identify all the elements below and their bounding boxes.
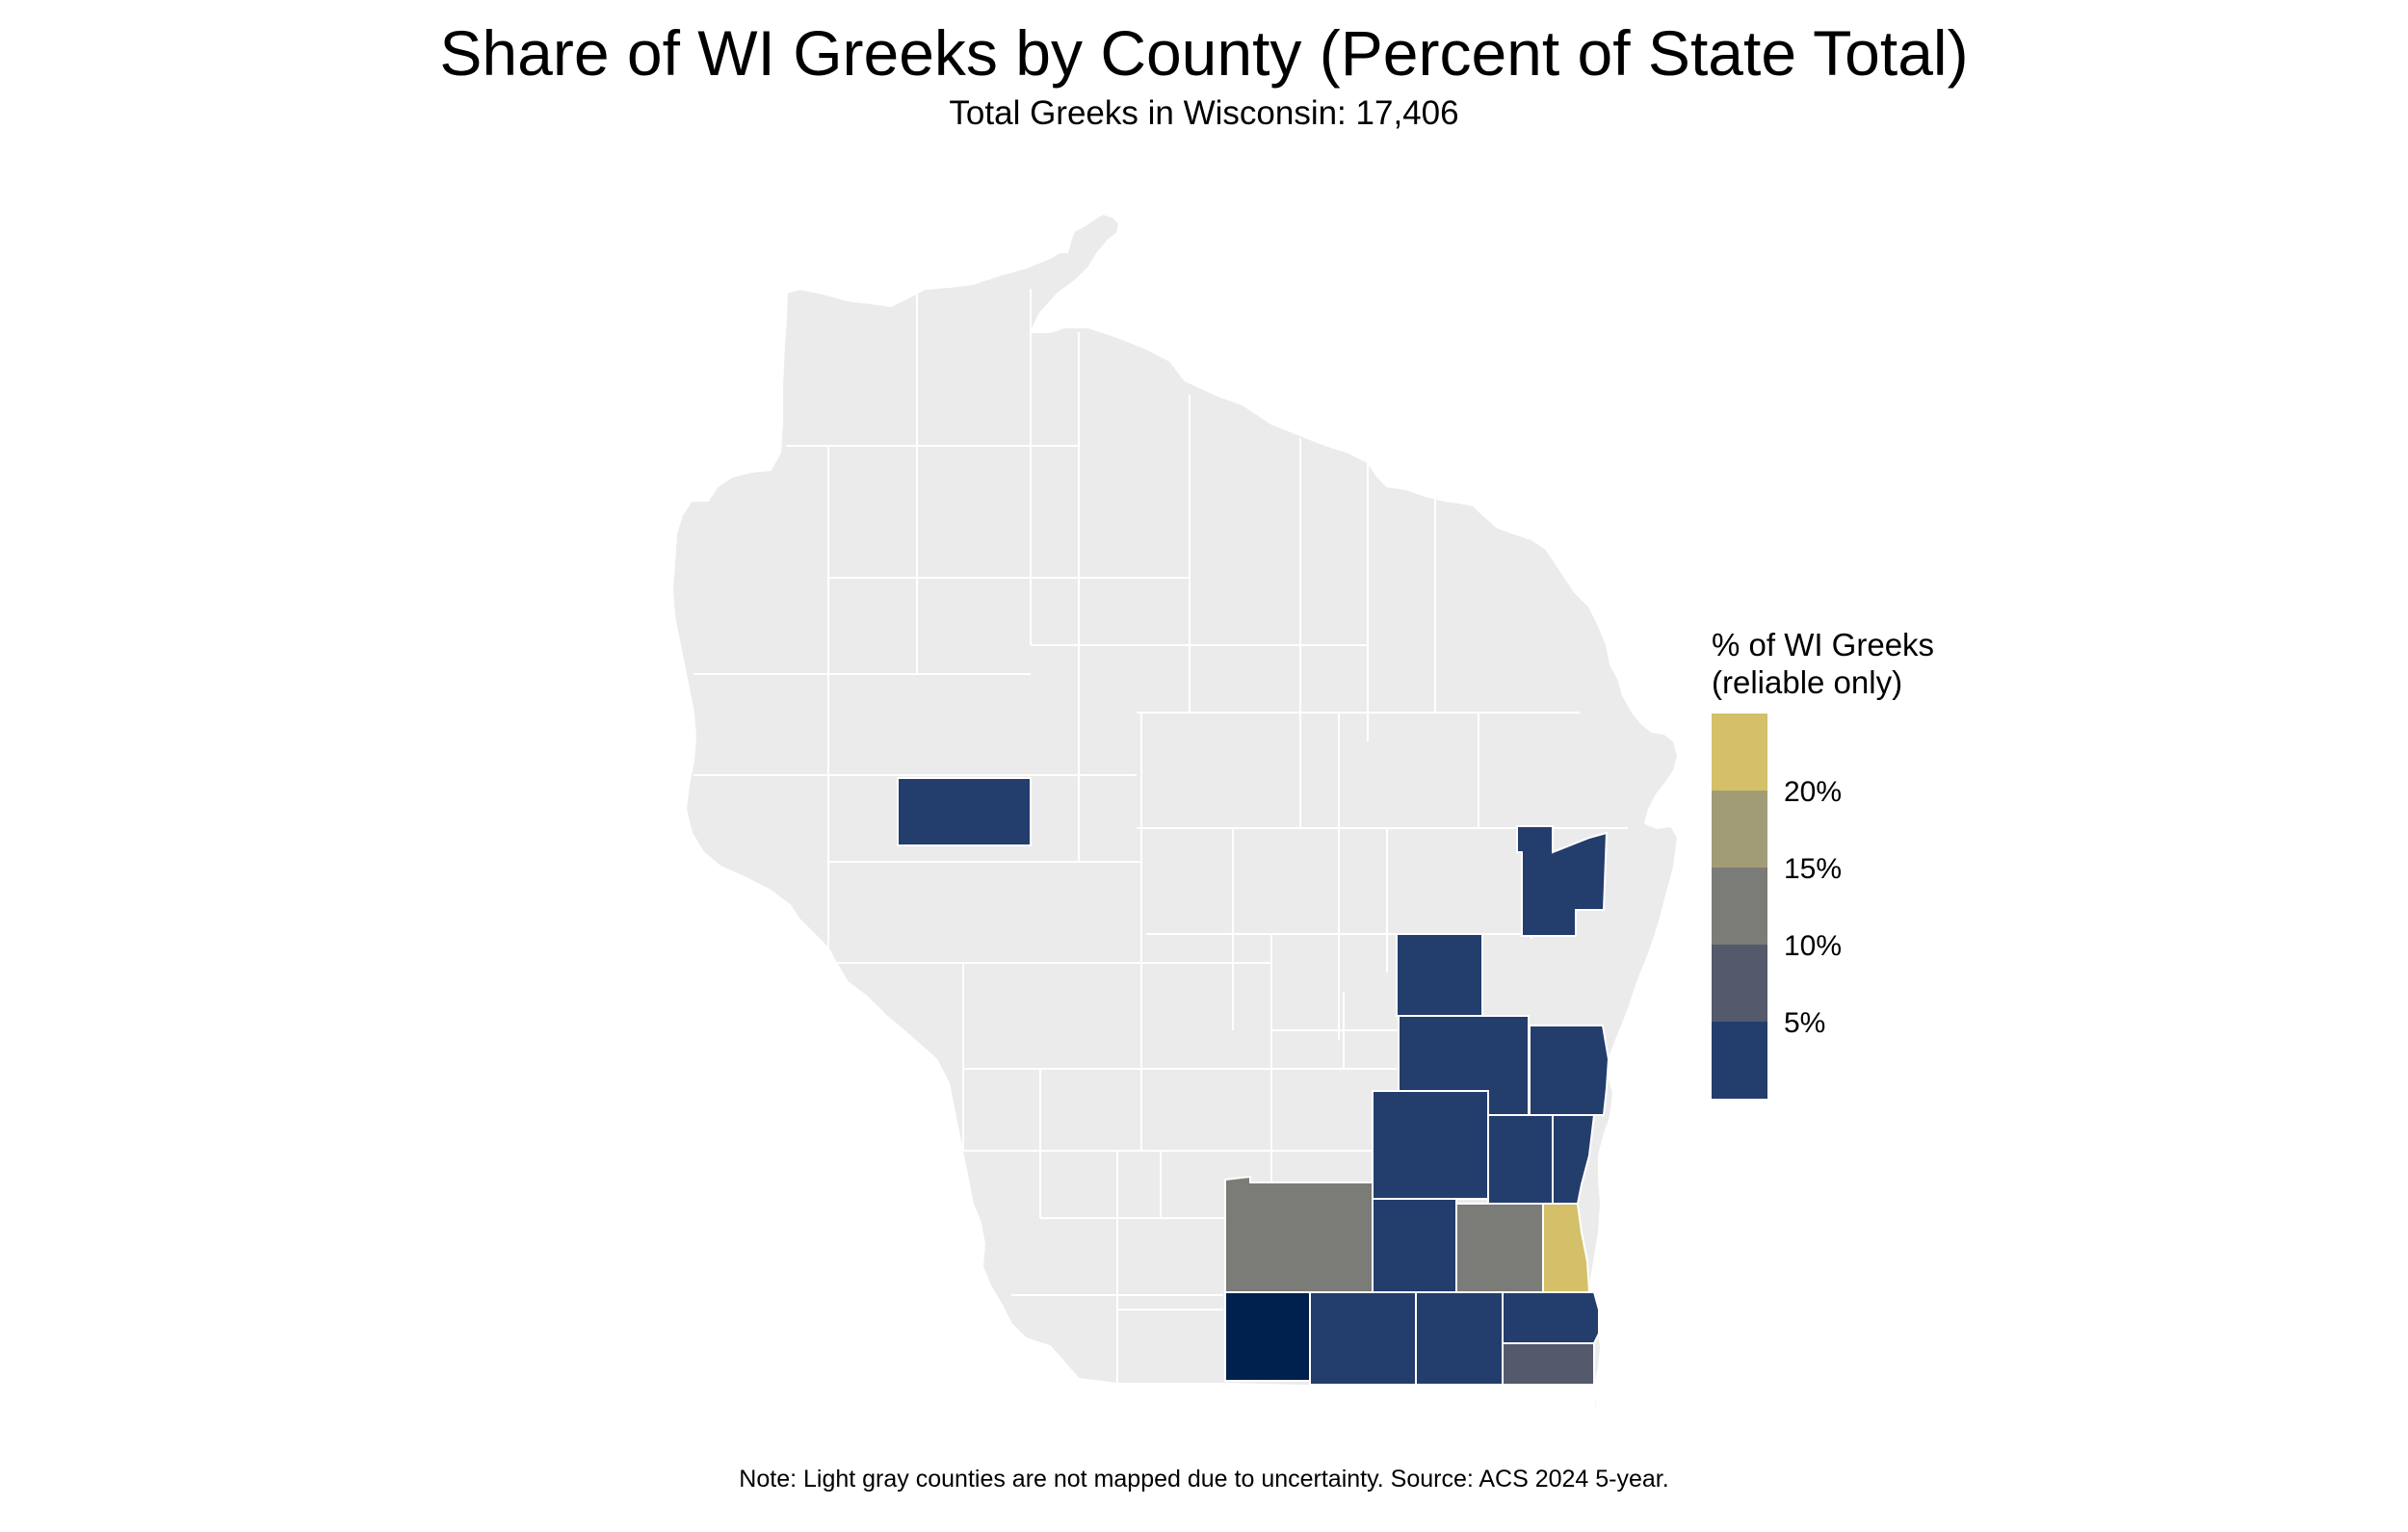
legend-tick-15: 15% xyxy=(1784,853,1843,885)
county-brown-area xyxy=(1516,825,1609,937)
legend-title: % of WI Greeks (reliable only) xyxy=(1712,626,1934,701)
legend-tick-10: 10% xyxy=(1784,930,1843,962)
legend-swatch-20-25 xyxy=(1712,714,1767,791)
legend-tick-5: 5% xyxy=(1784,1007,1826,1039)
legend-color-bar xyxy=(1712,714,1767,1099)
county-waukesha-east xyxy=(1455,1203,1544,1293)
county-green-area xyxy=(1224,1291,1311,1382)
legend-swatch-15-20 xyxy=(1712,791,1767,868)
map-subtitle: Total Greeks in Wisconsin: 17,406 xyxy=(949,94,1459,132)
county-dane-area xyxy=(1224,1175,1374,1293)
county-fond-du-lac-area xyxy=(1396,933,1483,1017)
legend-tick-20: 20% xyxy=(1784,776,1843,808)
county-rock-area xyxy=(1309,1291,1417,1386)
county-jefferson-area xyxy=(1372,1090,1489,1200)
legend-swatch-0-5 xyxy=(1712,1022,1767,1099)
county-sheboygan-area xyxy=(1529,1025,1610,1116)
map-title: Share of WI Greeks by County (Percent of… xyxy=(439,17,1969,89)
legend-swatch-5-10 xyxy=(1712,945,1767,1022)
legend-swatch-10-15 xyxy=(1712,868,1767,945)
county-kenosha-area xyxy=(1502,1342,1595,1386)
caption-note: Note: Light gray counties are not mapped… xyxy=(739,1466,1669,1493)
county-waukesha-area xyxy=(1372,1198,1457,1293)
county-west-central xyxy=(897,777,1032,846)
county-washington-area xyxy=(1487,1114,1554,1205)
county-racine-area xyxy=(1502,1291,1600,1344)
mapped-counties xyxy=(897,777,1610,1386)
legend-title-line-1: % of WI Greeks xyxy=(1712,627,1935,662)
legend-title-line-2: (reliable only) xyxy=(1712,664,1903,700)
county-walworth-area xyxy=(1415,1291,1504,1386)
